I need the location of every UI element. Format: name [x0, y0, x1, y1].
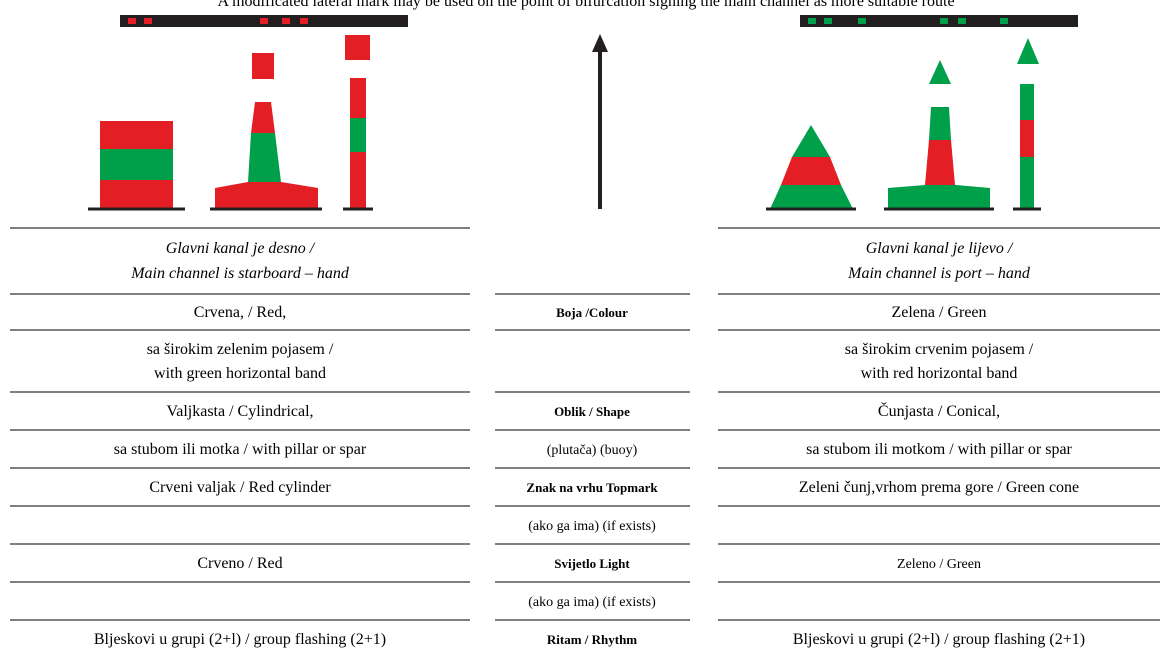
mid-note: (ako ga ima) (if exists): [528, 519, 656, 534]
arrow: [592, 34, 608, 209]
right-cell: Bljeskovi u grupi (2+l) / group flashing…: [793, 631, 1085, 648]
left-cell: sa širokim zelenim pojasem /: [147, 341, 334, 358]
right-cell: Čunjasta / Conical,: [878, 401, 1000, 420]
mid-note: (plutača) (buoy): [547, 443, 638, 458]
mid-note: (ako ga ima) (if exists): [528, 595, 656, 610]
mid-label: Svijetlo Light: [554, 556, 630, 571]
right-cell: with red horizontal band: [861, 365, 1018, 382]
red-buoys: [88, 15, 408, 211]
left-header: Main channel is starboard – hand: [130, 265, 350, 282]
right-header: Main channel is port – hand: [847, 265, 1031, 282]
right-cell: sa širokim crvenim pojasem /: [845, 341, 1034, 358]
mid-label: Znak na vrhu Topmark: [526, 480, 658, 495]
right-header: Glavni kanal je lijevo /: [866, 240, 1014, 257]
green-buoys: [766, 15, 1078, 211]
left-cell: Valjkasta / Cylindrical,: [166, 403, 313, 420]
left-cell: Crvena, / Red,: [194, 304, 286, 321]
left-header: Glavni kanal je desno /: [166, 240, 316, 257]
mid-label: Oblik / Shape: [554, 404, 630, 419]
right-cell: Zelena / Green: [891, 304, 986, 321]
left-cell: Bljeskovi u grupi (2+l) / group flashing…: [94, 631, 386, 648]
mid-label: Ritam / Rhythm: [547, 632, 637, 647]
right-cell: Zeleno / Green: [897, 557, 981, 572]
right-cell: Zeleni čunj,vrhom prema gore / Green con…: [799, 479, 1079, 496]
right-cell: sa stubom ili motkom / with pillar or sp…: [806, 441, 1072, 458]
mid-label: Boja /Colour: [556, 305, 628, 320]
left-cell: with green horizontal band: [154, 365, 326, 382]
left-cell: Crveno / Red: [197, 555, 282, 572]
caption: A modificated lateral mark may be used o…: [217, 0, 954, 10]
left-cell: sa stubom ili motka / with pillar or spa…: [114, 441, 367, 458]
left-cell: Crveni valjak / Red cylinder: [149, 479, 331, 496]
